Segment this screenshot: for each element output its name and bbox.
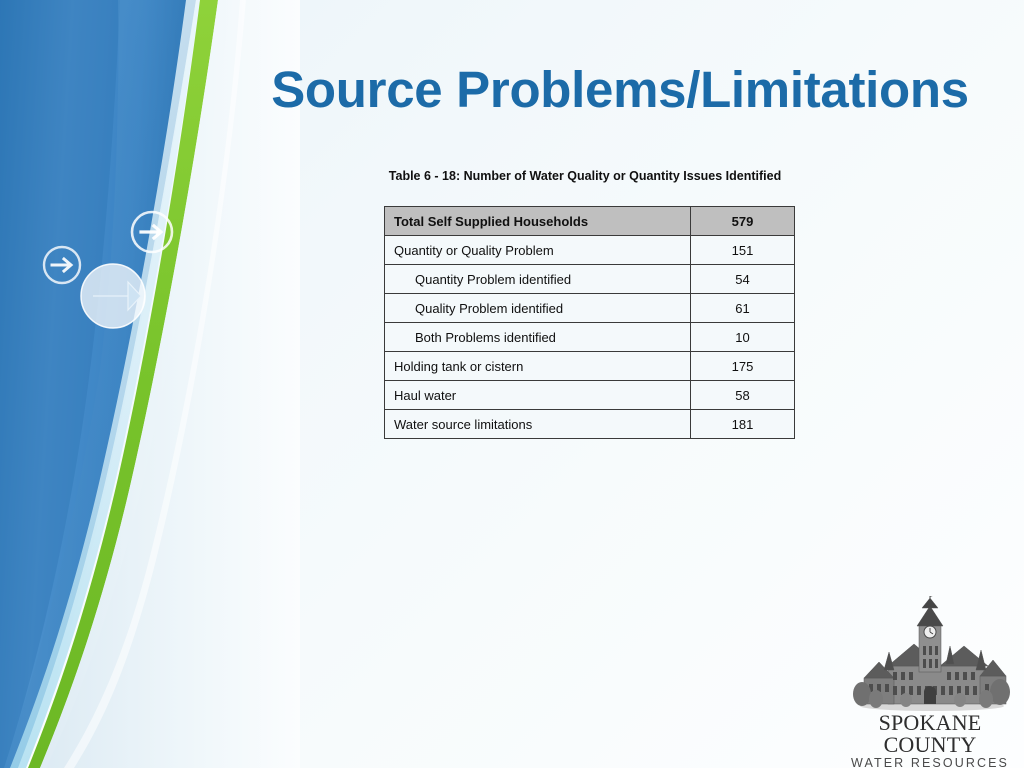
blue-shade xyxy=(0,0,120,768)
data-table-container: Total Self Supplied Households 579 Quantit… xyxy=(384,206,795,439)
cyan-band xyxy=(10,0,200,768)
logo-line-1: SPOKANE COUNTY xyxy=(878,710,982,757)
table-cell-label: Water source limitations xyxy=(384,409,691,439)
table-row: Water source limitations 181 xyxy=(384,409,795,439)
table-cell-value: 579 xyxy=(690,206,795,236)
table-row: Both Problems identified 10 xyxy=(384,322,795,352)
logo-line-2: WATER RESOURCES xyxy=(851,756,1009,768)
table-cell-value: 10 xyxy=(690,322,795,352)
arrow-circle-medium-icon xyxy=(130,210,174,254)
sidebar-swoosh-svg xyxy=(0,0,300,768)
table-cell-value: 181 xyxy=(690,409,795,439)
table-cell-value: 58 xyxy=(690,380,795,410)
table-row: Quantity Problem identified 54 xyxy=(384,264,795,294)
logo-wordmark: SPOKANE COUNTY WATER RESOURCES xyxy=(840,712,1020,768)
table-row: Total Self Supplied Households 579 xyxy=(384,206,795,236)
table-cell-value: 61 xyxy=(690,293,795,323)
table-cell-label: Both Problems identified xyxy=(384,322,691,352)
table-cell-label: Quality Problem identified xyxy=(384,293,691,323)
table-cell-value: 175 xyxy=(690,351,795,381)
table-caption: Table 6 - 18: Number of Water Quality or… xyxy=(388,169,782,183)
spokane-county-logo: SPOKANE COUNTY WATER RESOURCES xyxy=(840,596,1020,768)
blue-highlight xyxy=(4,0,196,768)
arrow-circle-large-icon xyxy=(80,263,146,329)
table-cell-value: 54 xyxy=(690,264,795,294)
data-table: Total Self Supplied Households 579 Quantit… xyxy=(384,206,795,439)
table-row: Quantity or Quality Problem 151 xyxy=(384,235,795,265)
outer-wash xyxy=(40,0,300,768)
table-row: Haul water 58 xyxy=(384,380,795,410)
table-cell-label: Haul water xyxy=(384,380,691,410)
table-cell-label: Total Self Supplied Households xyxy=(384,206,691,236)
table-cell-label: Quantity Problem identified xyxy=(384,264,691,294)
table-cell-label: Holding tank or cistern xyxy=(384,351,691,381)
table-row: Holding tank or cistern 175 xyxy=(384,351,795,381)
green-swoosh xyxy=(28,0,218,768)
table-cell-label: Quantity or Quality Problem xyxy=(384,235,691,265)
table-row: Quality Problem identified 61 xyxy=(384,293,795,323)
slide-title: Source Problems/Limitations xyxy=(271,61,969,118)
decorative-sidebar-graphic xyxy=(0,0,300,768)
table-cell-value: 151 xyxy=(690,235,795,265)
arrow-circle-small-icon xyxy=(42,245,82,285)
courthouse-icon xyxy=(853,596,1010,711)
